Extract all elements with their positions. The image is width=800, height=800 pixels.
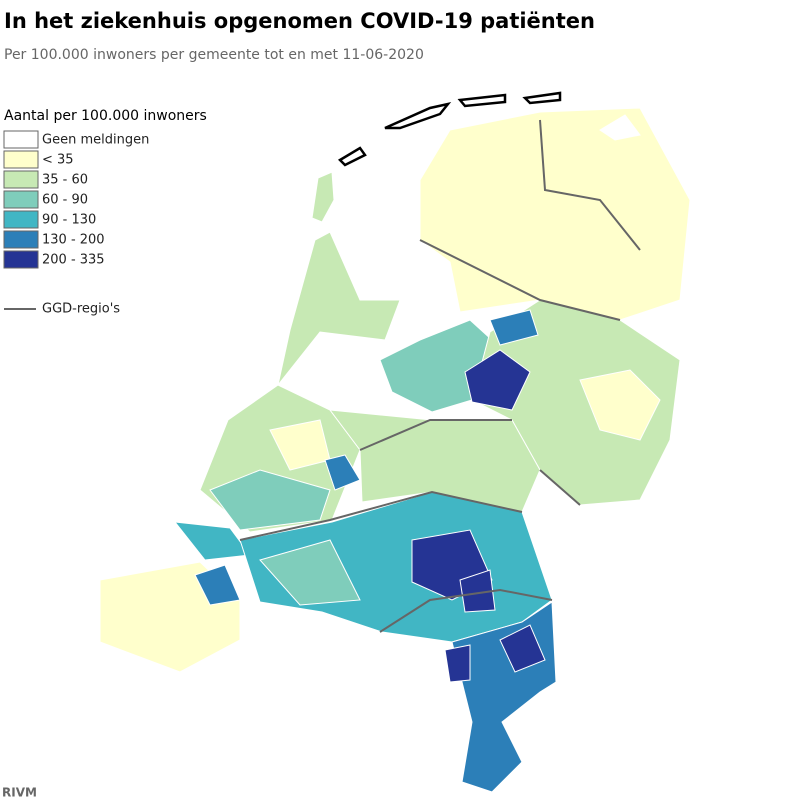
region-north	[419, 107, 691, 321]
legend-boundary-label: GGD-regio's	[42, 302, 120, 317]
legend-title: Aantal per 100.000 inwoners	[4, 108, 207, 124]
region-darkest	[464, 349, 531, 411]
legend-swatch	[3, 150, 39, 169]
legend-label: < 35	[42, 153, 74, 168]
ggd-border	[539, 119, 641, 251]
island	[384, 102, 452, 130]
region-zeeland-blue	[194, 564, 241, 606]
ggd-border	[539, 469, 581, 506]
title: In het ziekenhuis opgenomen COVID-19 pat…	[4, 9, 595, 33]
texel	[311, 171, 335, 223]
legend-swatch	[3, 250, 39, 269]
region-teal	[209, 469, 331, 531]
legend-swatch	[3, 210, 39, 229]
subtitle: Per 100.000 inwoners per gemeente tot en…	[4, 47, 424, 63]
ggd-border	[379, 588, 553, 633]
region-east-light	[579, 369, 661, 441]
legend-label: 200 - 335	[42, 253, 105, 268]
legend-label: 90 - 130	[42, 213, 96, 228]
legend-swatch	[3, 230, 39, 249]
legend-swatch	[3, 130, 39, 149]
wadden-islands	[337, 91, 562, 167]
ggd-border	[239, 490, 523, 541]
legend-label: 130 - 200	[42, 233, 105, 248]
island	[522, 91, 562, 105]
source: RIVM	[2, 786, 37, 800]
region-limburg-darkest	[499, 624, 546, 673]
region-none	[599, 114, 641, 141]
region-dark	[324, 454, 361, 491]
legend-label: 35 - 60	[42, 173, 88, 188]
region-brabant-west	[259, 539, 361, 606]
legend-swatch	[3, 190, 39, 209]
legend: Aantal per 100.000 inwoners GGD-regio's …	[3, 108, 207, 317]
ggd-border	[359, 419, 512, 451]
ggd-borders	[239, 119, 641, 633]
region-blue	[489, 309, 539, 346]
island	[457, 93, 507, 108]
ggd-border	[419, 239, 621, 321]
region-limburg-darkest-2	[444, 644, 471, 683]
island	[337, 146, 367, 167]
legend-label: Geen meldingen	[42, 133, 149, 148]
legend-swatch	[3, 170, 39, 189]
region-noord-holland	[277, 231, 401, 386]
legend-label: 60 - 90	[42, 193, 88, 208]
map	[99, 91, 691, 793]
region-brabant-darkest-2	[459, 569, 496, 613]
